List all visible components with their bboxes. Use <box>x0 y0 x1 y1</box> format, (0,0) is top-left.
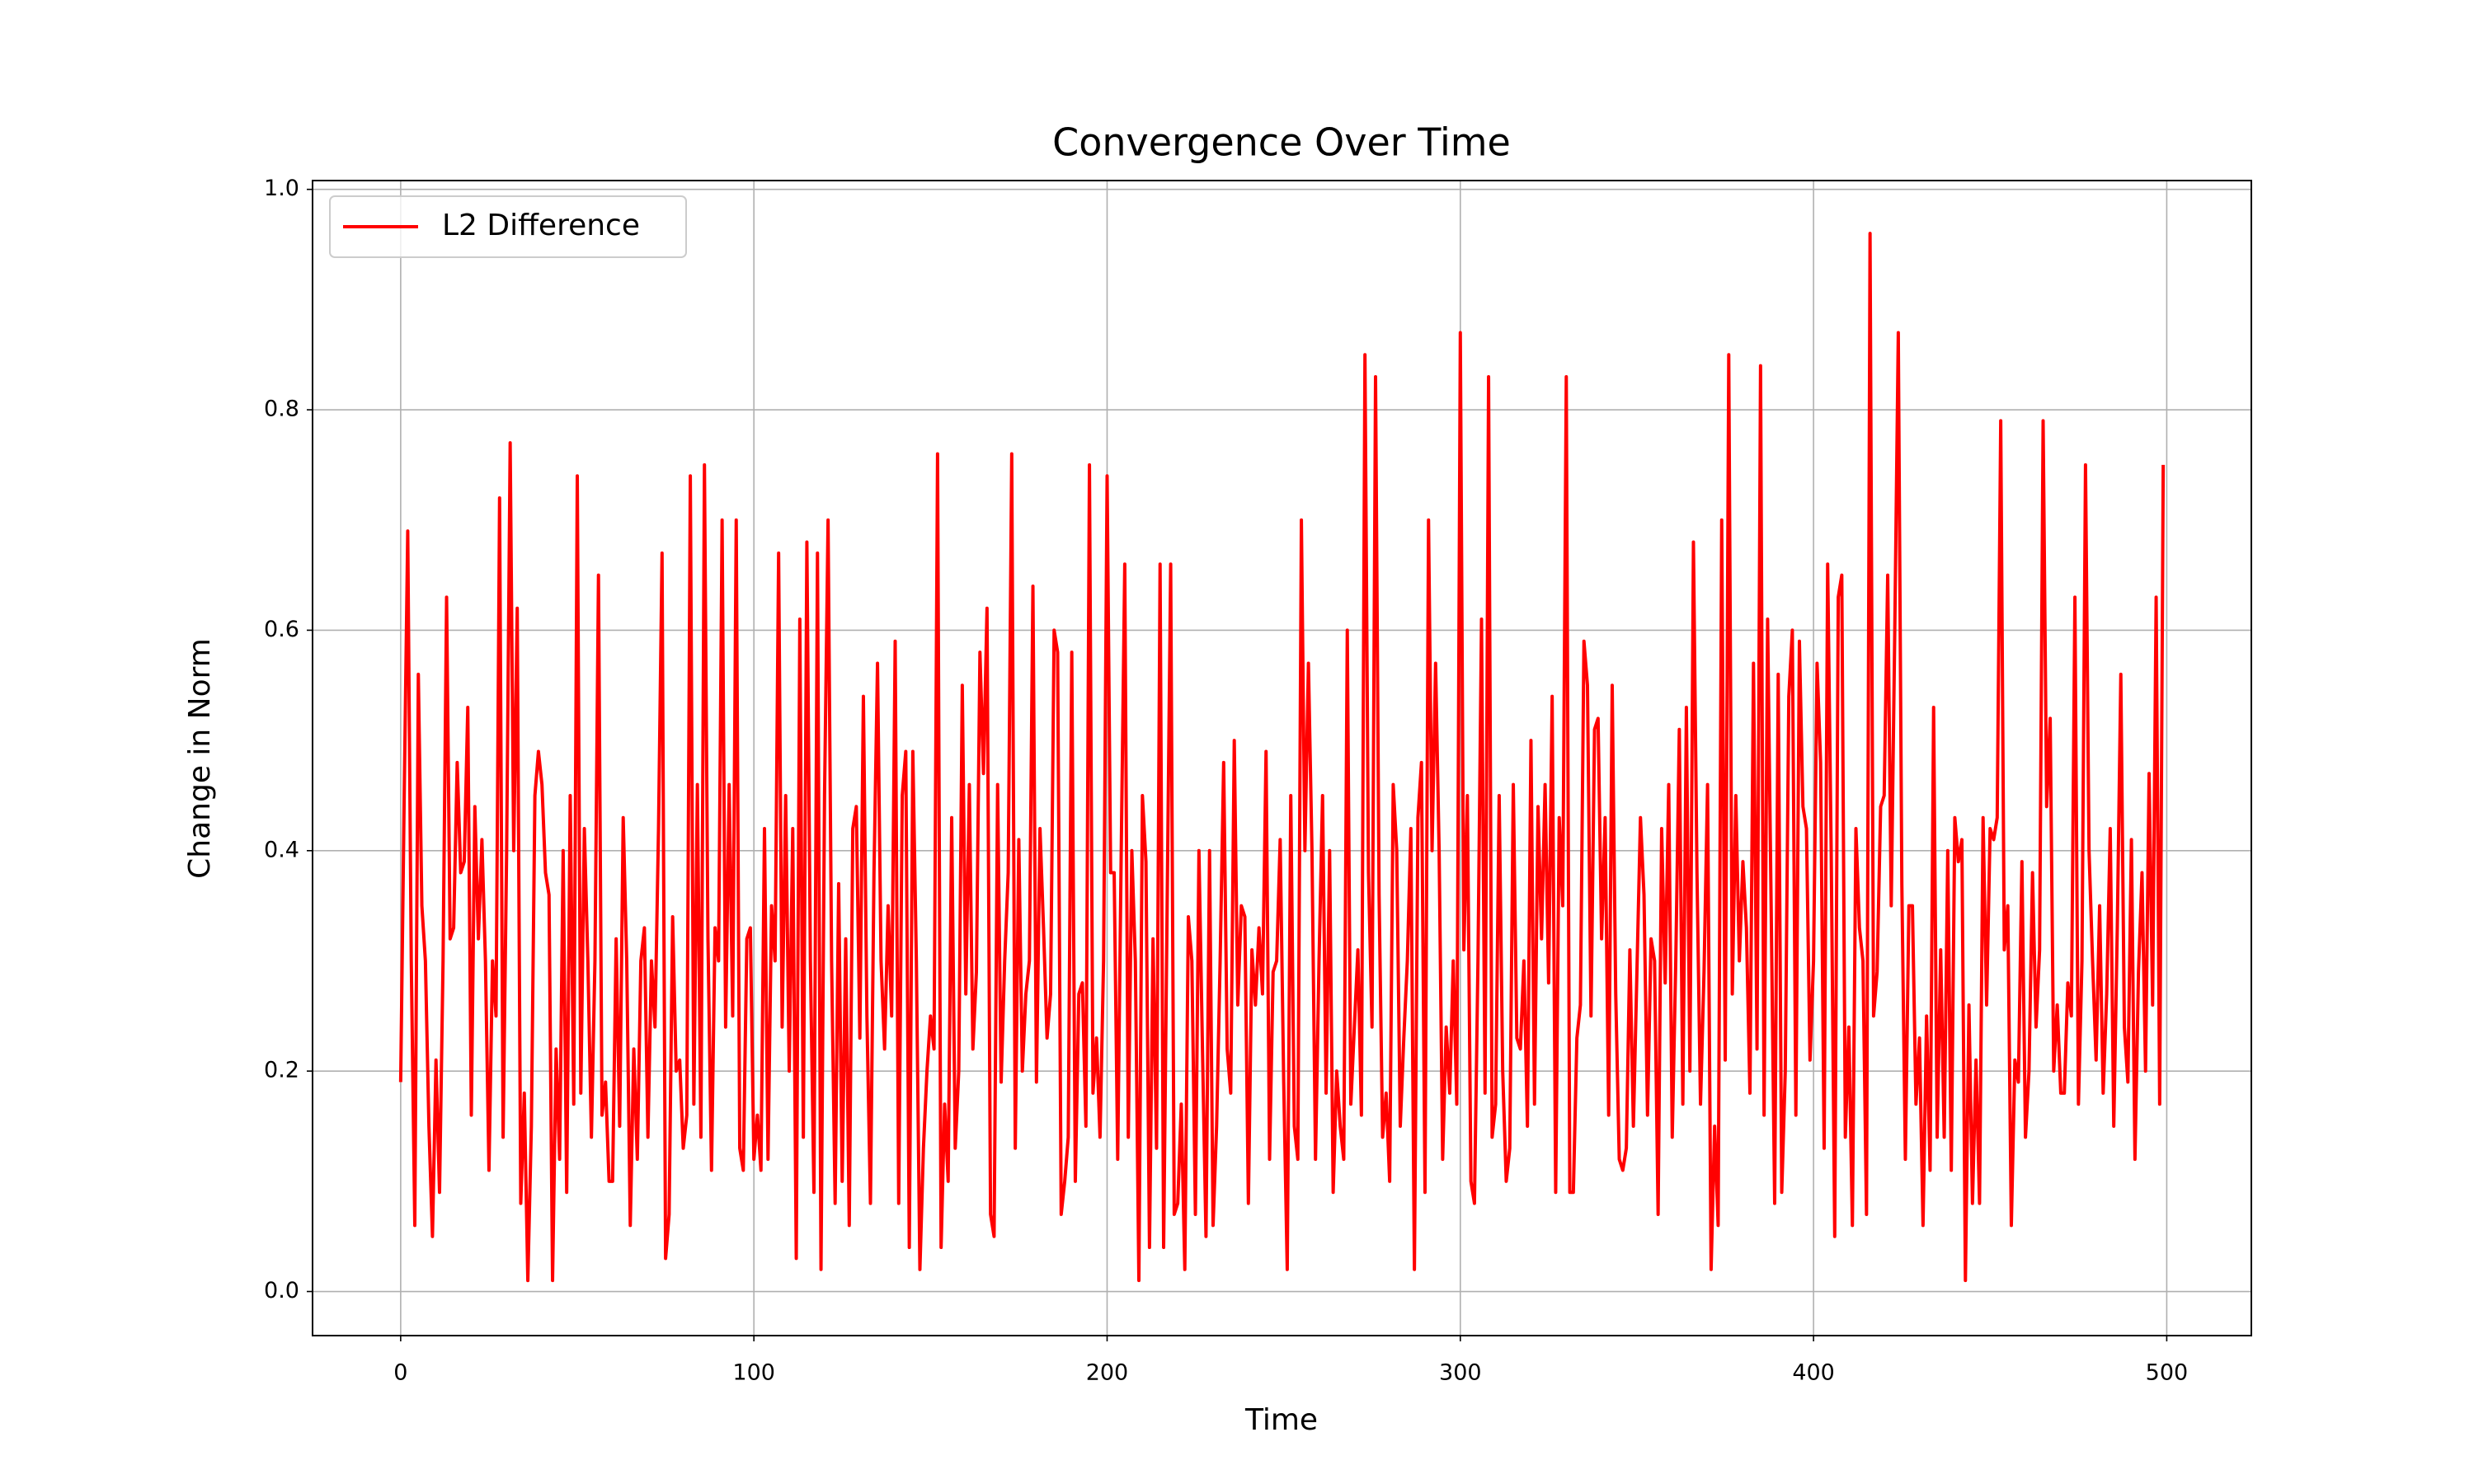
legend-box <box>329 195 687 258</box>
x-tick-label: 0 <box>393 1360 407 1386</box>
x-tick-label: 400 <box>1792 1360 1835 1386</box>
legend-label: L2 Difference <box>442 209 640 242</box>
data-line <box>398 232 2166 1283</box>
x-tick-label: 100 <box>732 1360 775 1386</box>
y-tick-label: 0.8 <box>264 397 299 422</box>
chart-title: Convergence Over Time <box>1052 120 1511 165</box>
x-tick-label: 300 <box>1439 1360 1482 1386</box>
x-tick-label: 200 <box>1086 1360 1129 1386</box>
y-tick-label: 0.2 <box>264 1058 299 1083</box>
y-tick-label: 1.0 <box>264 176 299 201</box>
y-axis-label: Change in Norm <box>183 638 217 879</box>
y-tick-label: 0.0 <box>264 1278 299 1303</box>
y-tick-label: 0.6 <box>264 617 299 642</box>
y-tick-label: 0.4 <box>264 837 299 862</box>
x-axis-label: Time <box>1244 1403 1318 1437</box>
plot-frame <box>312 180 2252 1336</box>
x-tick-label: 500 <box>2146 1360 2189 1386</box>
